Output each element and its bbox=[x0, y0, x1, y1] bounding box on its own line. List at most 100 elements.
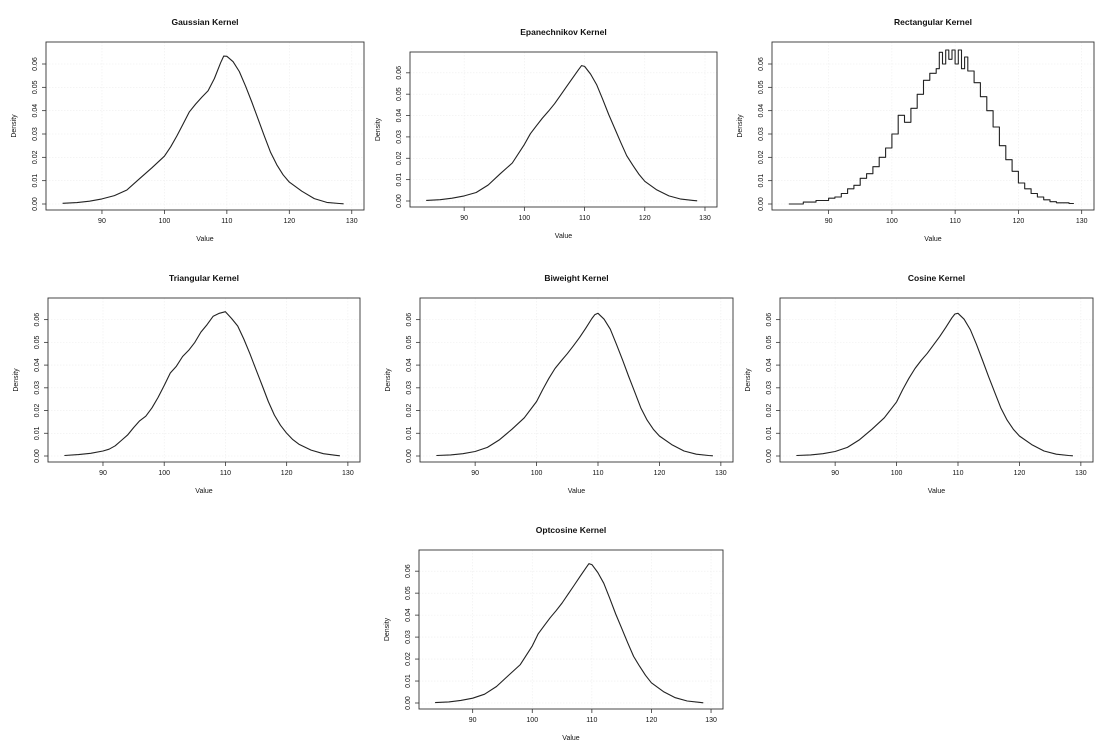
y-tick-label: 0.02 bbox=[32, 150, 39, 164]
y-tick-label: 0.00 bbox=[766, 449, 773, 463]
density-curve bbox=[62, 55, 344, 205]
chart-title: Cosine Kernel bbox=[908, 273, 965, 283]
chart-panel: 90 100 110 120 130 0.00 0.01 0.02 0.03 0.04 0.05 0.… bbox=[11, 17, 365, 243]
density-curve bbox=[64, 311, 340, 457]
chart-panel: 90 100 110 120 130 0.00 0.01 0.02 0.03 0.04 0.05 0.… bbox=[745, 273, 1094, 495]
y-tick-label: 0.05 bbox=[758, 80, 765, 94]
y-tick-label: 0.04 bbox=[406, 358, 413, 372]
y-tick-label: 0.01 bbox=[396, 173, 403, 187]
x-tick-label: 100 bbox=[886, 218, 898, 225]
x-tick-label: 120 bbox=[654, 470, 666, 477]
density-curve bbox=[788, 49, 1074, 205]
density-curve bbox=[796, 312, 1073, 457]
chart-title: Gaussian Kernel bbox=[171, 17, 238, 27]
y-tick-label: 0.02 bbox=[405, 652, 412, 666]
x-tick-label: 120 bbox=[1013, 218, 1025, 225]
x-tick-label: 110 bbox=[592, 470, 603, 477]
x-tick-label: 130 bbox=[705, 717, 717, 724]
x-tick-label: 120 bbox=[1014, 470, 1026, 477]
y-tick-label: 0.00 bbox=[405, 696, 412, 710]
x-tick-label: 110 bbox=[950, 218, 961, 225]
x-tick-label: 90 bbox=[471, 470, 479, 477]
x-axis-label: Value bbox=[555, 233, 572, 240]
x-tick-label: 100 bbox=[519, 215, 531, 222]
plot-frame bbox=[47, 297, 361, 463]
y-tick-label: 0.06 bbox=[34, 313, 41, 327]
x-tick-label: 130 bbox=[346, 218, 358, 225]
y-tick-label: 0.03 bbox=[32, 127, 39, 141]
y-tick-label: 0.01 bbox=[406, 426, 413, 440]
x-tick-label: 100 bbox=[526, 717, 538, 724]
y-tick-label: 0.03 bbox=[396, 130, 403, 144]
x-tick-label: 100 bbox=[531, 470, 543, 477]
y-tick-label: 0.06 bbox=[758, 57, 765, 71]
y-tick-label: 0.02 bbox=[396, 151, 403, 165]
plot-frame bbox=[45, 41, 365, 211]
x-tick-label: 120 bbox=[281, 470, 293, 477]
y-axis-label: Density bbox=[375, 117, 382, 141]
x-tick-label: 120 bbox=[283, 218, 295, 225]
x-tick-label: 90 bbox=[98, 218, 106, 225]
y-tick-label: 0.05 bbox=[406, 335, 413, 349]
x-tick-label: 110 bbox=[586, 717, 597, 724]
y-tick-label: 0.00 bbox=[32, 197, 39, 211]
y-tick-label: 0.02 bbox=[758, 150, 765, 164]
x-tick-label: 90 bbox=[469, 717, 477, 724]
y-tick-label: 0.06 bbox=[396, 66, 403, 80]
x-tick-label: 120 bbox=[639, 215, 651, 222]
y-tick-label: 0.03 bbox=[766, 381, 773, 395]
y-tick-label: 0.04 bbox=[396, 109, 403, 123]
y-tick-label: 0.03 bbox=[406, 381, 413, 395]
y-tick-label: 0.05 bbox=[32, 80, 39, 94]
plot-frame bbox=[779, 297, 1094, 463]
chart-title: Optcosine Kernel bbox=[536, 525, 606, 535]
y-tick-label: 0.03 bbox=[405, 630, 412, 644]
y-tick-label: 0.00 bbox=[34, 449, 41, 463]
x-axis-label: Value bbox=[195, 488, 212, 495]
y-tick-label: 0.02 bbox=[34, 404, 41, 418]
y-tick-label: 0.03 bbox=[758, 127, 765, 141]
x-tick-label: 130 bbox=[1076, 218, 1088, 225]
x-tick-label: 110 bbox=[220, 470, 231, 477]
y-tick-label: 0.01 bbox=[32, 174, 39, 188]
x-axis-label: Value bbox=[196, 236, 213, 243]
y-tick-label: 0.05 bbox=[405, 586, 412, 600]
y-tick-label: 0.03 bbox=[34, 381, 41, 395]
y-tick-label: 0.01 bbox=[766, 426, 773, 440]
y-tick-label: 0.06 bbox=[405, 564, 412, 578]
plot-frame bbox=[418, 549, 724, 710]
x-tick-label: 90 bbox=[99, 470, 107, 477]
y-tick-label: 0.00 bbox=[406, 449, 413, 463]
y-tick-label: 0.04 bbox=[405, 608, 412, 622]
chart-title: Epanechnikov Kernel bbox=[520, 27, 606, 37]
y-tick-label: 0.01 bbox=[405, 674, 412, 688]
chart-panel: 90 100 110 120 130 0.00 0.01 0.02 0.03 0.04 0.05 0.… bbox=[384, 525, 724, 742]
y-tick-label: 0.01 bbox=[34, 426, 41, 440]
y-tick-label: 0.04 bbox=[766, 358, 773, 372]
y-tick-label: 0.06 bbox=[766, 313, 773, 327]
x-tick-label: 90 bbox=[460, 215, 468, 222]
plot-frame bbox=[419, 297, 734, 463]
y-axis-label: Density bbox=[745, 368, 752, 392]
x-tick-label: 100 bbox=[158, 470, 170, 477]
x-tick-label: 120 bbox=[646, 717, 658, 724]
y-tick-label: 0.04 bbox=[34, 358, 41, 372]
chart-title: Triangular Kernel bbox=[169, 273, 239, 283]
density-curve bbox=[426, 65, 698, 202]
x-axis-label: Value bbox=[562, 735, 579, 742]
chart-title: Rectangular Kernel bbox=[894, 17, 972, 27]
y-tick-label: 0.06 bbox=[32, 57, 39, 71]
x-tick-label: 110 bbox=[579, 215, 590, 222]
y-tick-label: 0.04 bbox=[32, 104, 39, 118]
x-tick-label: 130 bbox=[699, 215, 711, 222]
y-axis-label: Density bbox=[385, 368, 392, 392]
y-axis-label: Density bbox=[11, 114, 18, 138]
y-axis-label: Density bbox=[737, 114, 744, 138]
chart-panel: 90 100 110 120 130 0.00 0.01 0.02 0.03 0.04 0.05 0.… bbox=[385, 273, 734, 495]
y-tick-label: 0.05 bbox=[34, 335, 41, 349]
chart-panel: 90 100 110 120 130 0.00 0.01 0.02 0.03 0.04 0.05 0.… bbox=[375, 27, 718, 240]
y-tick-label: 0.02 bbox=[766, 404, 773, 418]
x-tick-label: 130 bbox=[1075, 470, 1087, 477]
x-tick-label: 100 bbox=[891, 470, 903, 477]
x-axis-label: Value bbox=[568, 488, 585, 495]
